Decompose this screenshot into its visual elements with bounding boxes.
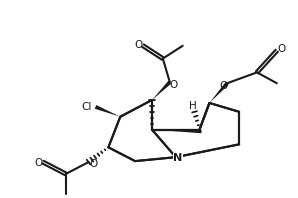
- Polygon shape: [95, 105, 120, 117]
- Polygon shape: [152, 129, 201, 133]
- Text: O: O: [134, 40, 142, 50]
- Text: N: N: [173, 153, 182, 163]
- Text: H: H: [189, 101, 196, 111]
- Text: O: O: [170, 80, 178, 90]
- Text: O: O: [278, 44, 286, 54]
- Polygon shape: [209, 82, 229, 103]
- Polygon shape: [152, 81, 171, 100]
- Text: N: N: [173, 153, 182, 163]
- Text: O: O: [89, 159, 98, 169]
- Text: O: O: [219, 81, 227, 91]
- Text: O: O: [34, 158, 42, 168]
- Text: Cl: Cl: [81, 102, 92, 112]
